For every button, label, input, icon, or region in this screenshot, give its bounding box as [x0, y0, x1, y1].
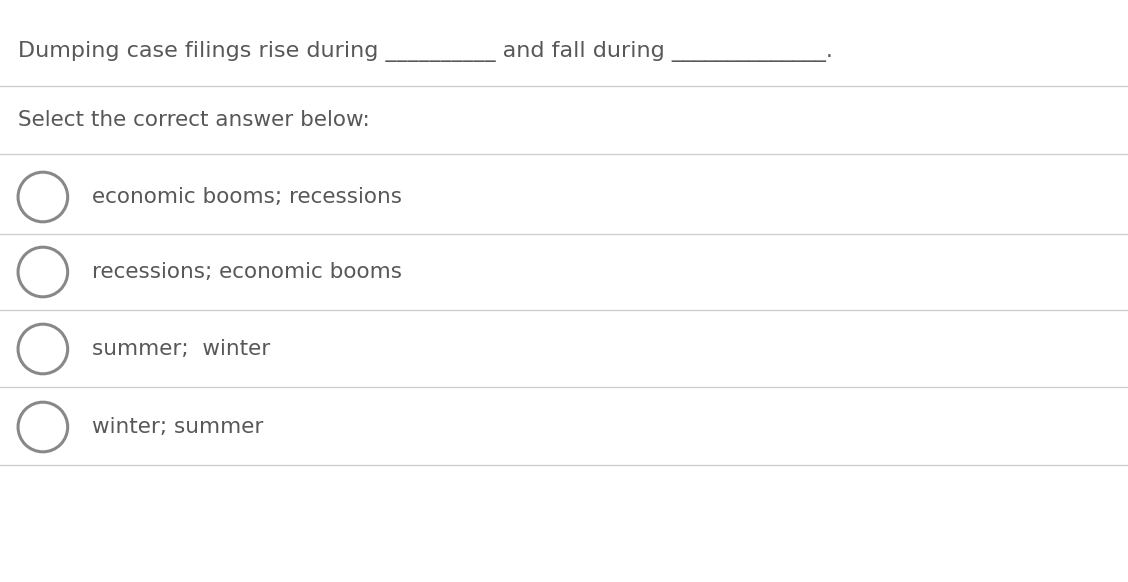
Text: Dumping case filings rise during __________ and fall during ______________.: Dumping case filings rise during _______…	[18, 41, 832, 62]
Text: Select the correct answer below:: Select the correct answer below:	[18, 110, 370, 130]
Text: recessions; economic booms: recessions; economic booms	[92, 262, 403, 282]
Text: winter; summer: winter; summer	[92, 417, 264, 437]
Text: economic booms; recessions: economic booms; recessions	[92, 187, 403, 207]
Text: summer;  winter: summer; winter	[92, 339, 271, 359]
